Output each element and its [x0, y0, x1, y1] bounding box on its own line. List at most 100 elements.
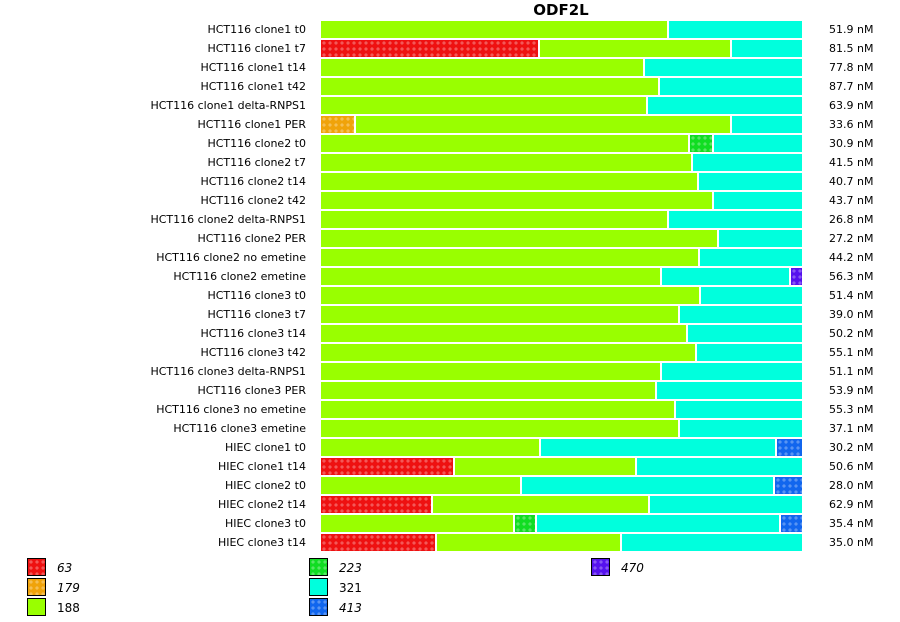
category-label: HCT116 clone2 t14 [200, 175, 306, 188]
bar-segment-321 [661, 363, 802, 380]
stacked-bar [321, 534, 802, 551]
bar-row: HCT116 clone3 delta-RNPS1 51.1 nM [0, 362, 900, 381]
bar-segment-188 [321, 439, 540, 456]
bar-segment-188 [321, 325, 686, 342]
bar-row: HIEC clone3 t14 35.0 nM [0, 533, 900, 552]
total-value-label: 30.2 nM [829, 441, 874, 454]
category-label: HCT116 clone3 t14 [200, 327, 306, 340]
bar-segment-188 [321, 230, 717, 247]
legend-swatch [27, 558, 46, 576]
total-value-label: 37.1 nM [829, 422, 874, 435]
bar-segment-188 [455, 458, 635, 475]
category-label: HCT116 clone1 t0 [207, 23, 306, 36]
category-label: HIEC clone2 t14 [217, 498, 306, 511]
category-label: HIEC clone1 t14 [217, 460, 306, 473]
total-value-label: 55.3 nM [829, 403, 874, 416]
legend-swatch [309, 558, 328, 576]
bar-segment-188 [321, 192, 712, 209]
stacked-bar [321, 496, 802, 513]
stacked-bar [321, 230, 802, 247]
category-label: HIEC clone3 t0 [224, 517, 306, 530]
bar-row: HCT116 clone3 t0 51.4 nM [0, 286, 900, 305]
stacked-bar [321, 363, 802, 380]
stacked-bar [321, 211, 802, 228]
bar-segment-188 [321, 59, 643, 76]
bar-segment-188 [321, 173, 697, 190]
bar-segment-321 [696, 344, 802, 361]
category-label: HCT116 clone2 no emetine [156, 251, 306, 264]
bar-segment-188 [321, 363, 660, 380]
total-value-label: 81.5 nM [829, 42, 874, 55]
stacked-bar [321, 192, 802, 209]
legend-label: 470 [621, 561, 644, 575]
category-label: HCT116 clone2 t42 [200, 194, 306, 207]
bar-segment-413 [775, 477, 802, 494]
total-value-label: 63.9 nM [829, 99, 874, 112]
bar-segment-188 [321, 382, 655, 399]
bar-segment-63 [321, 40, 539, 57]
stacked-bar [321, 268, 802, 285]
total-value-label: 28.0 nM [829, 479, 874, 492]
total-value-label: 35.0 nM [829, 536, 874, 549]
stacked-bar [321, 135, 802, 152]
bar-segment-321 [688, 325, 802, 342]
bar-segment-188 [321, 135, 688, 152]
stacked-bar [321, 477, 802, 494]
category-label: HIEC clone3 t14 [217, 536, 306, 549]
category-label: HCT116 clone2 delta-RNPS1 [150, 213, 306, 226]
bar-segment-470 [790, 268, 802, 285]
stacked-bar [321, 401, 802, 418]
bar-row: HCT116 clone3 PER 53.9 nM [0, 381, 900, 400]
bar-segment-188 [321, 21, 667, 38]
category-label: HIEC clone2 t0 [224, 479, 306, 492]
total-value-label: 39.0 nM [829, 308, 874, 321]
total-value-label: 51.1 nM [829, 365, 874, 378]
bar-segment-321 [731, 116, 802, 133]
stacked-bar [321, 306, 802, 323]
bar-row: HCT116 clone3 no emetine 55.3 nM [0, 400, 900, 419]
legend-swatch [309, 578, 328, 596]
bar-segment-321 [700, 249, 802, 266]
bar-row: HIEC clone2 t0 28.0 nM [0, 476, 900, 495]
bar-row: HCT116 clone1 delta-RNPS1 63.9 nM [0, 96, 900, 115]
legend-label: 413 [339, 601, 362, 615]
bar-row: HIEC clone3 t0 35.4 nM [0, 514, 900, 533]
legend-swatch [591, 558, 610, 576]
stacked-bar [321, 249, 802, 266]
bar-segment-188 [321, 249, 699, 266]
bar-segment-321 [698, 173, 802, 190]
bar-segment-321 [521, 477, 774, 494]
bar-segment-188 [321, 420, 678, 437]
bar-row: HCT116 clone2 emetine 56.3 nM [0, 267, 900, 286]
bar-segment-188 [321, 287, 699, 304]
total-value-label: 77.8 nM [829, 61, 874, 74]
bar-segment-321 [656, 382, 802, 399]
bar-row: HCT116 clone1 PER 33.6 nM [0, 115, 900, 134]
bar-segment-63 [321, 458, 454, 475]
category-label: HIEC clone1 t0 [224, 441, 306, 454]
bar-row: HCT116 clone3 emetine 37.1 nM [0, 419, 900, 438]
category-label: HCT116 clone3 t42 [200, 346, 306, 359]
category-label: HCT116 clone3 PER [197, 384, 306, 397]
stacked-bar [321, 420, 802, 437]
bar-segment-413 [776, 439, 802, 456]
category-label: HCT116 clone2 emetine [173, 270, 306, 283]
bar-segment-188 [433, 496, 648, 513]
bar-segment-321 [731, 40, 802, 57]
stacked-bar [321, 97, 802, 114]
bar-segment-188 [321, 515, 514, 532]
bar-segment-188 [321, 97, 646, 114]
category-label: HCT116 clone2 t0 [207, 137, 306, 150]
total-value-label: 43.7 nM [829, 194, 874, 207]
bar-segment-321 [644, 59, 802, 76]
stacked-bar [321, 439, 802, 456]
bar-row: HIEC clone1 t0 30.2 nM [0, 438, 900, 457]
stacked-bar [321, 59, 802, 76]
bar-segment-188 [321, 477, 520, 494]
bar-segment-321 [661, 268, 789, 285]
bar-row: HCT116 clone3 t14 50.2 nM [0, 324, 900, 343]
category-label: HCT116 clone1 t14 [200, 61, 306, 74]
total-value-label: 50.2 nM [829, 327, 874, 340]
bar-row: HCT116 clone1 t0 51.9 nM [0, 20, 900, 39]
bar-row: HCT116 clone1 t14 77.8 nM [0, 58, 900, 77]
